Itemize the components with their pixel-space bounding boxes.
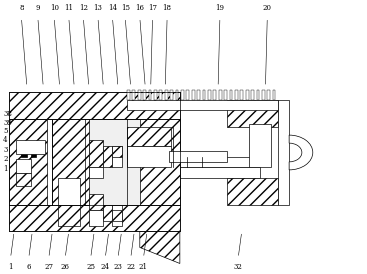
Bar: [143, 90, 146, 100]
Bar: [227, 100, 278, 127]
Polygon shape: [140, 231, 180, 264]
Bar: [169, 151, 227, 162]
Bar: [251, 90, 254, 100]
Bar: [9, 119, 52, 205]
Bar: [203, 90, 205, 100]
Bar: [103, 205, 112, 221]
Bar: [9, 119, 180, 205]
Text: 17: 17: [148, 4, 157, 12]
Text: 14: 14: [108, 4, 117, 12]
Bar: [16, 159, 30, 173]
Bar: [192, 90, 195, 100]
Bar: [227, 178, 278, 205]
Bar: [127, 146, 171, 167]
Bar: [112, 146, 121, 156]
Text: 21: 21: [139, 264, 148, 272]
Bar: [240, 90, 243, 100]
Text: 11: 11: [64, 4, 73, 12]
Bar: [208, 90, 211, 100]
Text: 25: 25: [86, 264, 95, 272]
Bar: [154, 90, 157, 100]
Bar: [30, 152, 36, 156]
Bar: [181, 90, 184, 100]
Text: 12: 12: [79, 4, 88, 12]
Bar: [132, 90, 135, 100]
Bar: [89, 167, 103, 178]
Text: 20: 20: [263, 4, 272, 12]
Bar: [224, 90, 227, 100]
Text: 5: 5: [3, 127, 8, 135]
Bar: [170, 90, 173, 100]
Bar: [165, 90, 167, 100]
Text: 1: 1: [3, 165, 8, 173]
Text: 22: 22: [126, 264, 135, 272]
Text: 8: 8: [19, 4, 23, 12]
Bar: [16, 173, 30, 186]
Bar: [112, 205, 121, 226]
Bar: [52, 119, 89, 205]
Bar: [186, 90, 189, 100]
Bar: [246, 90, 248, 100]
Bar: [235, 90, 238, 100]
Bar: [138, 90, 141, 100]
Bar: [127, 90, 130, 100]
Bar: [16, 141, 45, 154]
Bar: [89, 210, 103, 226]
Text: 10: 10: [50, 4, 59, 12]
Text: 38: 38: [3, 110, 12, 118]
Text: 9: 9: [36, 4, 40, 12]
Text: 19: 19: [215, 4, 225, 12]
Bar: [262, 90, 265, 100]
Bar: [180, 156, 260, 167]
Bar: [197, 90, 200, 100]
Bar: [89, 194, 103, 210]
Text: 6: 6: [26, 264, 31, 272]
Bar: [249, 124, 271, 167]
Bar: [219, 90, 222, 100]
Bar: [140, 119, 180, 205]
Text: 13: 13: [94, 4, 102, 12]
Text: 26: 26: [61, 264, 70, 272]
Text: 23: 23: [113, 264, 122, 272]
Bar: [180, 167, 260, 178]
Text: 39: 39: [3, 119, 12, 127]
Bar: [278, 100, 289, 205]
Bar: [159, 90, 162, 100]
Text: 4: 4: [3, 136, 8, 144]
Bar: [268, 90, 270, 100]
Bar: [58, 205, 80, 226]
Bar: [257, 90, 259, 100]
Bar: [58, 178, 80, 205]
Bar: [9, 92, 180, 119]
Text: 2: 2: [3, 155, 8, 163]
Bar: [273, 90, 276, 100]
Bar: [9, 205, 180, 231]
Text: 18: 18: [163, 4, 172, 12]
Text: 15: 15: [121, 4, 130, 12]
Text: 32: 32: [234, 264, 243, 272]
Bar: [21, 152, 27, 156]
Text: 16: 16: [135, 4, 144, 12]
Bar: [103, 146, 112, 167]
Bar: [127, 127, 171, 146]
Bar: [47, 119, 52, 205]
Bar: [89, 141, 103, 167]
Bar: [127, 100, 278, 110]
Text: 3: 3: [3, 146, 8, 154]
Bar: [214, 90, 216, 100]
Text: 1: 1: [8, 264, 13, 272]
Text: 24: 24: [101, 264, 110, 272]
Bar: [112, 146, 121, 167]
Bar: [176, 90, 178, 100]
Bar: [230, 90, 232, 100]
Bar: [149, 90, 151, 100]
Wedge shape: [289, 135, 313, 170]
Bar: [112, 210, 121, 221]
Text: 27: 27: [44, 264, 53, 272]
